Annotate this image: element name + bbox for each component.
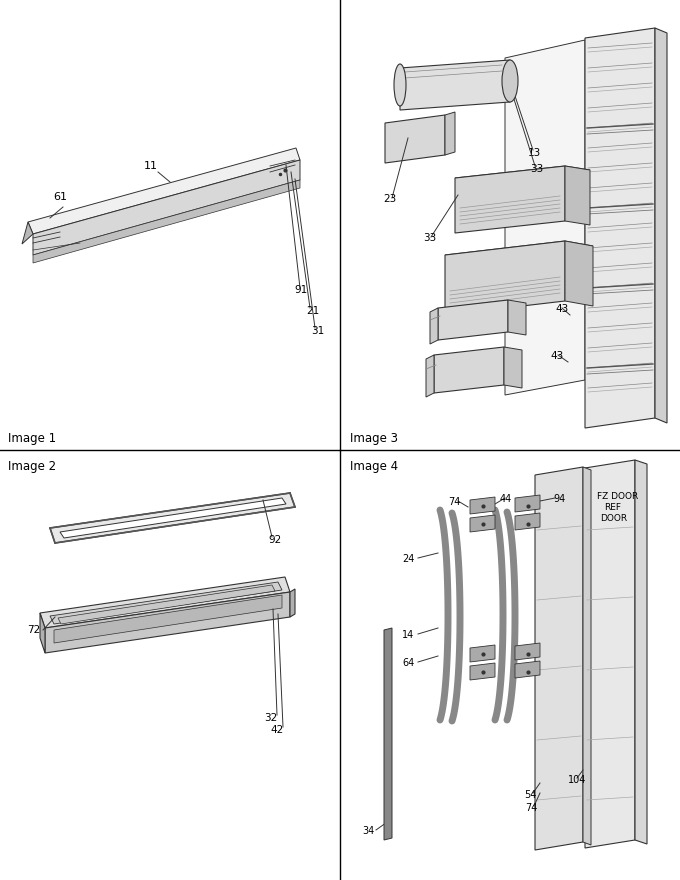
Polygon shape	[635, 460, 647, 844]
Polygon shape	[515, 643, 540, 660]
Polygon shape	[60, 498, 286, 538]
Polygon shape	[290, 589, 295, 617]
Text: 11: 11	[144, 161, 158, 171]
Polygon shape	[40, 613, 45, 653]
Polygon shape	[505, 40, 585, 395]
Text: 74: 74	[525, 803, 537, 813]
Polygon shape	[40, 577, 290, 628]
Text: 72: 72	[27, 625, 40, 635]
Text: 44: 44	[500, 494, 512, 504]
Polygon shape	[504, 347, 522, 388]
Text: 14: 14	[402, 630, 414, 640]
Polygon shape	[565, 241, 593, 306]
Text: 32: 32	[264, 713, 277, 723]
Text: 43: 43	[550, 351, 563, 361]
Polygon shape	[515, 661, 540, 678]
Text: 23: 23	[383, 194, 396, 204]
Text: 94: 94	[553, 494, 565, 504]
Polygon shape	[400, 60, 510, 110]
Polygon shape	[455, 166, 590, 182]
Text: 33: 33	[423, 233, 437, 243]
Text: 92: 92	[268, 535, 282, 545]
Polygon shape	[585, 460, 635, 848]
Text: 43: 43	[555, 304, 568, 314]
Polygon shape	[384, 628, 392, 840]
Text: 74: 74	[448, 497, 460, 507]
Polygon shape	[22, 222, 33, 244]
Text: 54: 54	[524, 790, 537, 800]
Text: Image 3: Image 3	[350, 432, 398, 445]
Text: 61: 61	[53, 192, 67, 202]
Polygon shape	[515, 513, 540, 530]
Polygon shape	[438, 300, 508, 340]
Polygon shape	[470, 645, 495, 662]
Polygon shape	[33, 160, 300, 255]
Polygon shape	[385, 115, 445, 163]
Text: FZ DOOR: FZ DOOR	[597, 492, 639, 501]
Text: 24: 24	[402, 554, 414, 564]
Text: DOOR: DOOR	[600, 514, 627, 523]
Polygon shape	[535, 467, 583, 850]
Polygon shape	[50, 582, 282, 624]
Polygon shape	[455, 166, 565, 233]
Polygon shape	[565, 166, 590, 225]
Text: 33: 33	[530, 164, 543, 174]
Text: Image 4: Image 4	[350, 460, 398, 473]
Polygon shape	[430, 308, 438, 344]
Polygon shape	[45, 592, 290, 653]
Text: REF: REF	[604, 503, 621, 512]
Polygon shape	[50, 493, 295, 543]
Polygon shape	[585, 28, 655, 428]
Polygon shape	[515, 495, 540, 512]
Polygon shape	[445, 241, 593, 260]
Polygon shape	[470, 497, 495, 514]
Ellipse shape	[502, 60, 518, 102]
Text: Image 1: Image 1	[8, 432, 56, 445]
Text: 104: 104	[568, 775, 586, 785]
Text: 21: 21	[306, 306, 319, 316]
Ellipse shape	[394, 64, 406, 106]
Text: 64: 64	[402, 658, 414, 668]
Text: 42: 42	[270, 725, 284, 735]
Polygon shape	[426, 355, 434, 397]
Polygon shape	[54, 595, 282, 643]
Polygon shape	[655, 28, 667, 423]
Text: 13: 13	[528, 148, 541, 158]
Polygon shape	[508, 300, 526, 335]
Polygon shape	[470, 515, 495, 532]
Polygon shape	[470, 663, 495, 680]
Text: 34: 34	[362, 826, 374, 836]
Polygon shape	[434, 347, 504, 393]
Text: 31: 31	[311, 326, 324, 336]
Polygon shape	[58, 585, 275, 624]
Text: Image 2: Image 2	[8, 460, 56, 473]
Polygon shape	[445, 241, 565, 315]
Polygon shape	[445, 112, 455, 155]
Polygon shape	[583, 467, 591, 845]
Text: 91: 91	[294, 285, 307, 295]
Polygon shape	[28, 148, 300, 234]
Polygon shape	[33, 180, 300, 263]
